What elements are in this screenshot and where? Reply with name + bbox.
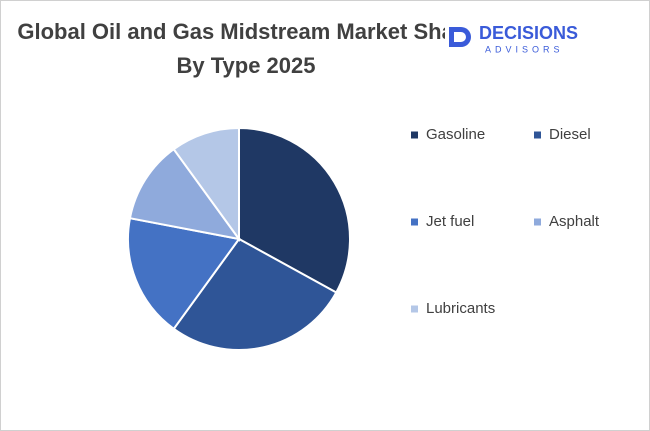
legend-label: Lubricants: [426, 300, 495, 317]
pie-slice: [172, 126, 240, 243]
logo-graphic: DECISIONS ADVISORS: [449, 23, 578, 54]
logo-name: DECISIONS: [479, 23, 578, 43]
logo-tagline: ADVISORS: [485, 44, 564, 54]
legend-swatch: [411, 131, 418, 139]
legend-label: Jet fuel: [426, 213, 474, 230]
legend-swatch: [411, 218, 418, 226]
legend-label: Asphalt: [549, 213, 600, 230]
legend-swatch: [411, 305, 418, 313]
logo: DECISIONS ADVISORS: [445, 21, 615, 61]
pie-slice: [127, 217, 241, 331]
pie-slice: [238, 126, 351, 294]
legend-swatch: [534, 218, 541, 226]
legend-swatch: [534, 131, 541, 139]
pie-slice: [128, 147, 242, 241]
logo-icon-inner: [454, 32, 466, 42]
legend-label: Diesel: [549, 126, 591, 143]
legend-label: Gasoline: [426, 126, 485, 143]
pie-slice: [172, 237, 338, 351]
chart-title: Global Oil and Gas Midstream Market Shar…: [17, 19, 475, 78]
